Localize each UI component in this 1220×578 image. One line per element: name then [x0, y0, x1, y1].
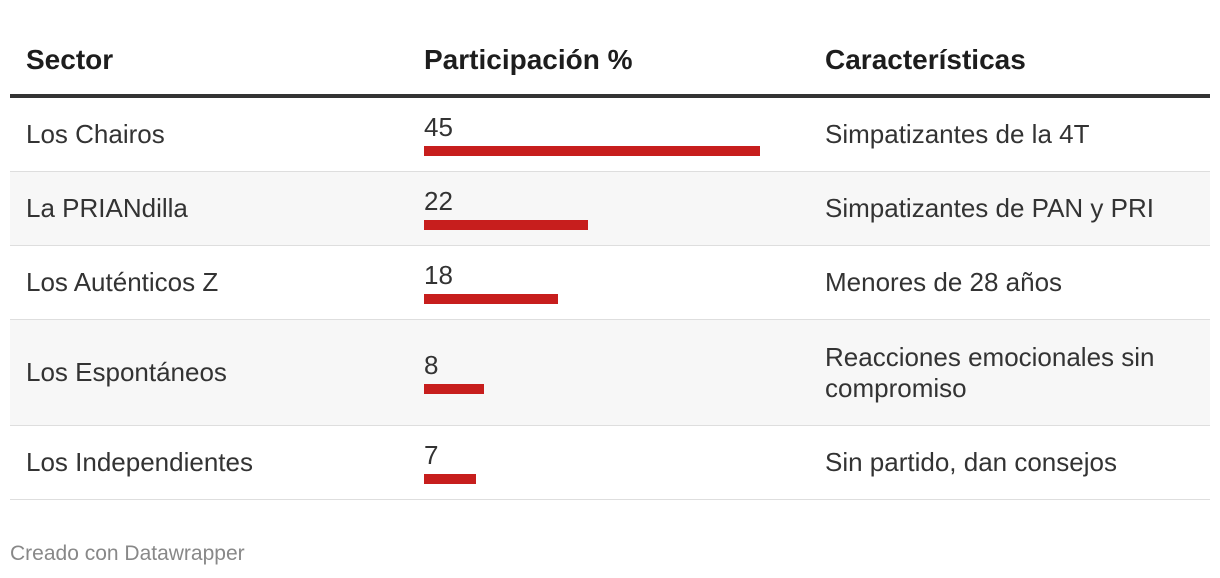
participation-bar-track [424, 293, 760, 304]
participation-bar-track [424, 473, 760, 484]
participation-bar [424, 473, 476, 484]
participation-bar-track [424, 383, 760, 394]
participation-bar [424, 293, 558, 304]
footer-credit: Creado con Datawrapper [10, 542, 245, 565]
participation-value-label: 45 [424, 111, 453, 142]
header-participacion: Participación % [424, 44, 633, 75]
table-row: Los Chairos 45 Simpatizantes de la 4T [10, 98, 1210, 172]
participation-cell: 45 [408, 114, 809, 156]
participation-bar [424, 219, 588, 230]
table-body: Los Chairos 45 Simpatizantes de la 4T La PR… [10, 98, 1210, 500]
header-sector: Sector [26, 44, 114, 75]
description-cell: Simpatizantes de la 4T [825, 119, 1090, 149]
sector-cell: Los Espontáneos [26, 357, 227, 387]
participation-bar [424, 383, 484, 394]
participation-cell: 22 [408, 188, 809, 230]
table-row: Los Espontáneos 8 Reacciones emocionales s… [10, 320, 1210, 426]
description-cell: Menores de 28 años [825, 267, 1063, 297]
participation-cell: 7 [408, 442, 809, 484]
description-cell: Simpatizantes de PAN y PRI [825, 193, 1154, 223]
description-cell: Reacciones emocionales sin compromiso [825, 341, 1155, 403]
participation-bar-track [424, 145, 760, 156]
sector-cell: Los Auténticos Z [26, 267, 219, 297]
participation-value-label: 18 [424, 259, 453, 290]
table-row: Los Independientes 7 Sin partido, dan cons… [10, 426, 1210, 500]
participation-value-label: 8 [424, 349, 439, 380]
table-row: La PRIANdilla 22 Simpatizantes de PAN y PR… [10, 172, 1210, 246]
description-cell: Sin partido, dan consejos [825, 447, 1117, 477]
sector-cell: Los Independientes [26, 447, 253, 477]
sector-cell: La PRIANdilla [26, 193, 188, 223]
participation-bar [424, 145, 760, 156]
header-caracteristicas: Características [825, 44, 1026, 75]
data-table: Sector Participación % Características L… [10, 30, 1210, 500]
participation-cell: 18 [408, 262, 809, 304]
table-header: Sector Participación % Características [10, 30, 1210, 98]
participation-bar-track [424, 219, 760, 230]
participation-value-label: 7 [424, 439, 439, 470]
sector-cell: Los Chairos [26, 119, 165, 149]
participation-cell: 8 [408, 352, 809, 394]
participation-value-label: 22 [424, 185, 453, 216]
table-row: Los Auténticos Z 18 Menores de 28 años [10, 246, 1210, 320]
